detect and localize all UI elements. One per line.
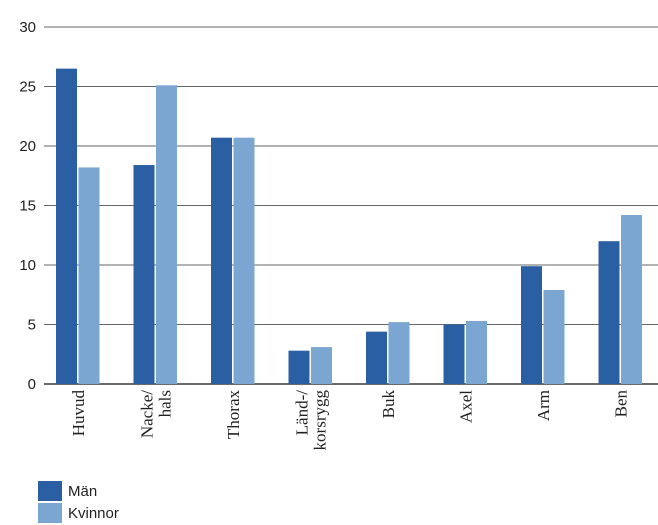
x-category-label-line: korsrygg <box>310 390 329 451</box>
legend-label-man: Män <box>68 482 98 500</box>
bar-chart: 0 5 10 15 20 25 30 Huvud Nacke/hals Thorax Länd-/… <box>19 19 658 451</box>
x-category-label-line: Thorax <box>224 390 243 440</box>
bar-man-4 <box>366 331 387 384</box>
x-category-label: Ben <box>611 390 630 418</box>
legend: Män Kvinnor <box>38 480 119 524</box>
bar-kvinnor-5 <box>466 320 487 384</box>
bar-kvinnor-3 <box>311 347 332 384</box>
bar-man-2 <box>211 137 232 384</box>
x-category-label: Nacke/hals <box>137 390 174 438</box>
y-tick-label: 5 <box>28 317 36 334</box>
legend-label-kvinnor: Kvinnor <box>68 504 119 522</box>
x-category-label: Buk <box>379 390 398 419</box>
y-tick-label: 10 <box>19 257 36 274</box>
bar-kvinnor-6 <box>543 289 565 384</box>
legend-swatch-man <box>38 481 62 501</box>
bar-man-0 <box>56 68 77 385</box>
x-category-label-line: Nacke/ <box>137 390 156 438</box>
x-category-label-line: Axel <box>456 390 475 423</box>
x-category-label: Thorax <box>224 390 243 440</box>
x-category-label: Axel <box>456 390 475 423</box>
legend-item-man: Män <box>38 480 119 502</box>
bars <box>56 68 642 385</box>
x-category-label: Arm <box>534 390 553 421</box>
x-axis-labels: Huvud Nacke/hals Thorax Länd-/korsrygg Buk Ax… <box>69 390 631 451</box>
x-category-label: Huvud <box>69 390 88 437</box>
y-tick-label: 30 <box>19 19 36 36</box>
bar-kvinnor-1 <box>156 85 177 384</box>
x-category-label-line: Huvud <box>69 390 88 437</box>
bar-man-1 <box>133 165 155 384</box>
x-category-label-line: Länd-/ <box>292 390 311 436</box>
y-tick-label: 0 <box>28 376 36 393</box>
x-category-label-line: Ben <box>611 390 630 418</box>
y-axis-ticks: 0 5 10 15 20 25 30 <box>19 19 36 393</box>
x-category-label: Länd-/korsrygg <box>292 390 329 451</box>
y-tick-label: 15 <box>19 198 36 215</box>
bar-kvinnor-2 <box>233 137 255 384</box>
bar-man-5 <box>443 324 465 384</box>
bar-kvinnor-7 <box>621 215 642 384</box>
legend-swatch-kvinnor <box>38 503 62 523</box>
legend-item-kvinnor: Kvinnor <box>38 502 119 524</box>
x-category-label-line: Arm <box>534 390 553 421</box>
bar-man-6 <box>521 266 542 384</box>
bar-kvinnor-0 <box>78 167 100 384</box>
bar-kvinnor-4 <box>388 322 410 384</box>
x-category-label-line: Buk <box>379 390 398 419</box>
x-category-label-line: hals <box>155 390 174 417</box>
y-tick-label: 20 <box>19 138 36 155</box>
bar-man-7 <box>598 241 620 384</box>
y-tick-label: 25 <box>19 79 36 96</box>
bar-man-3 <box>288 350 310 384</box>
